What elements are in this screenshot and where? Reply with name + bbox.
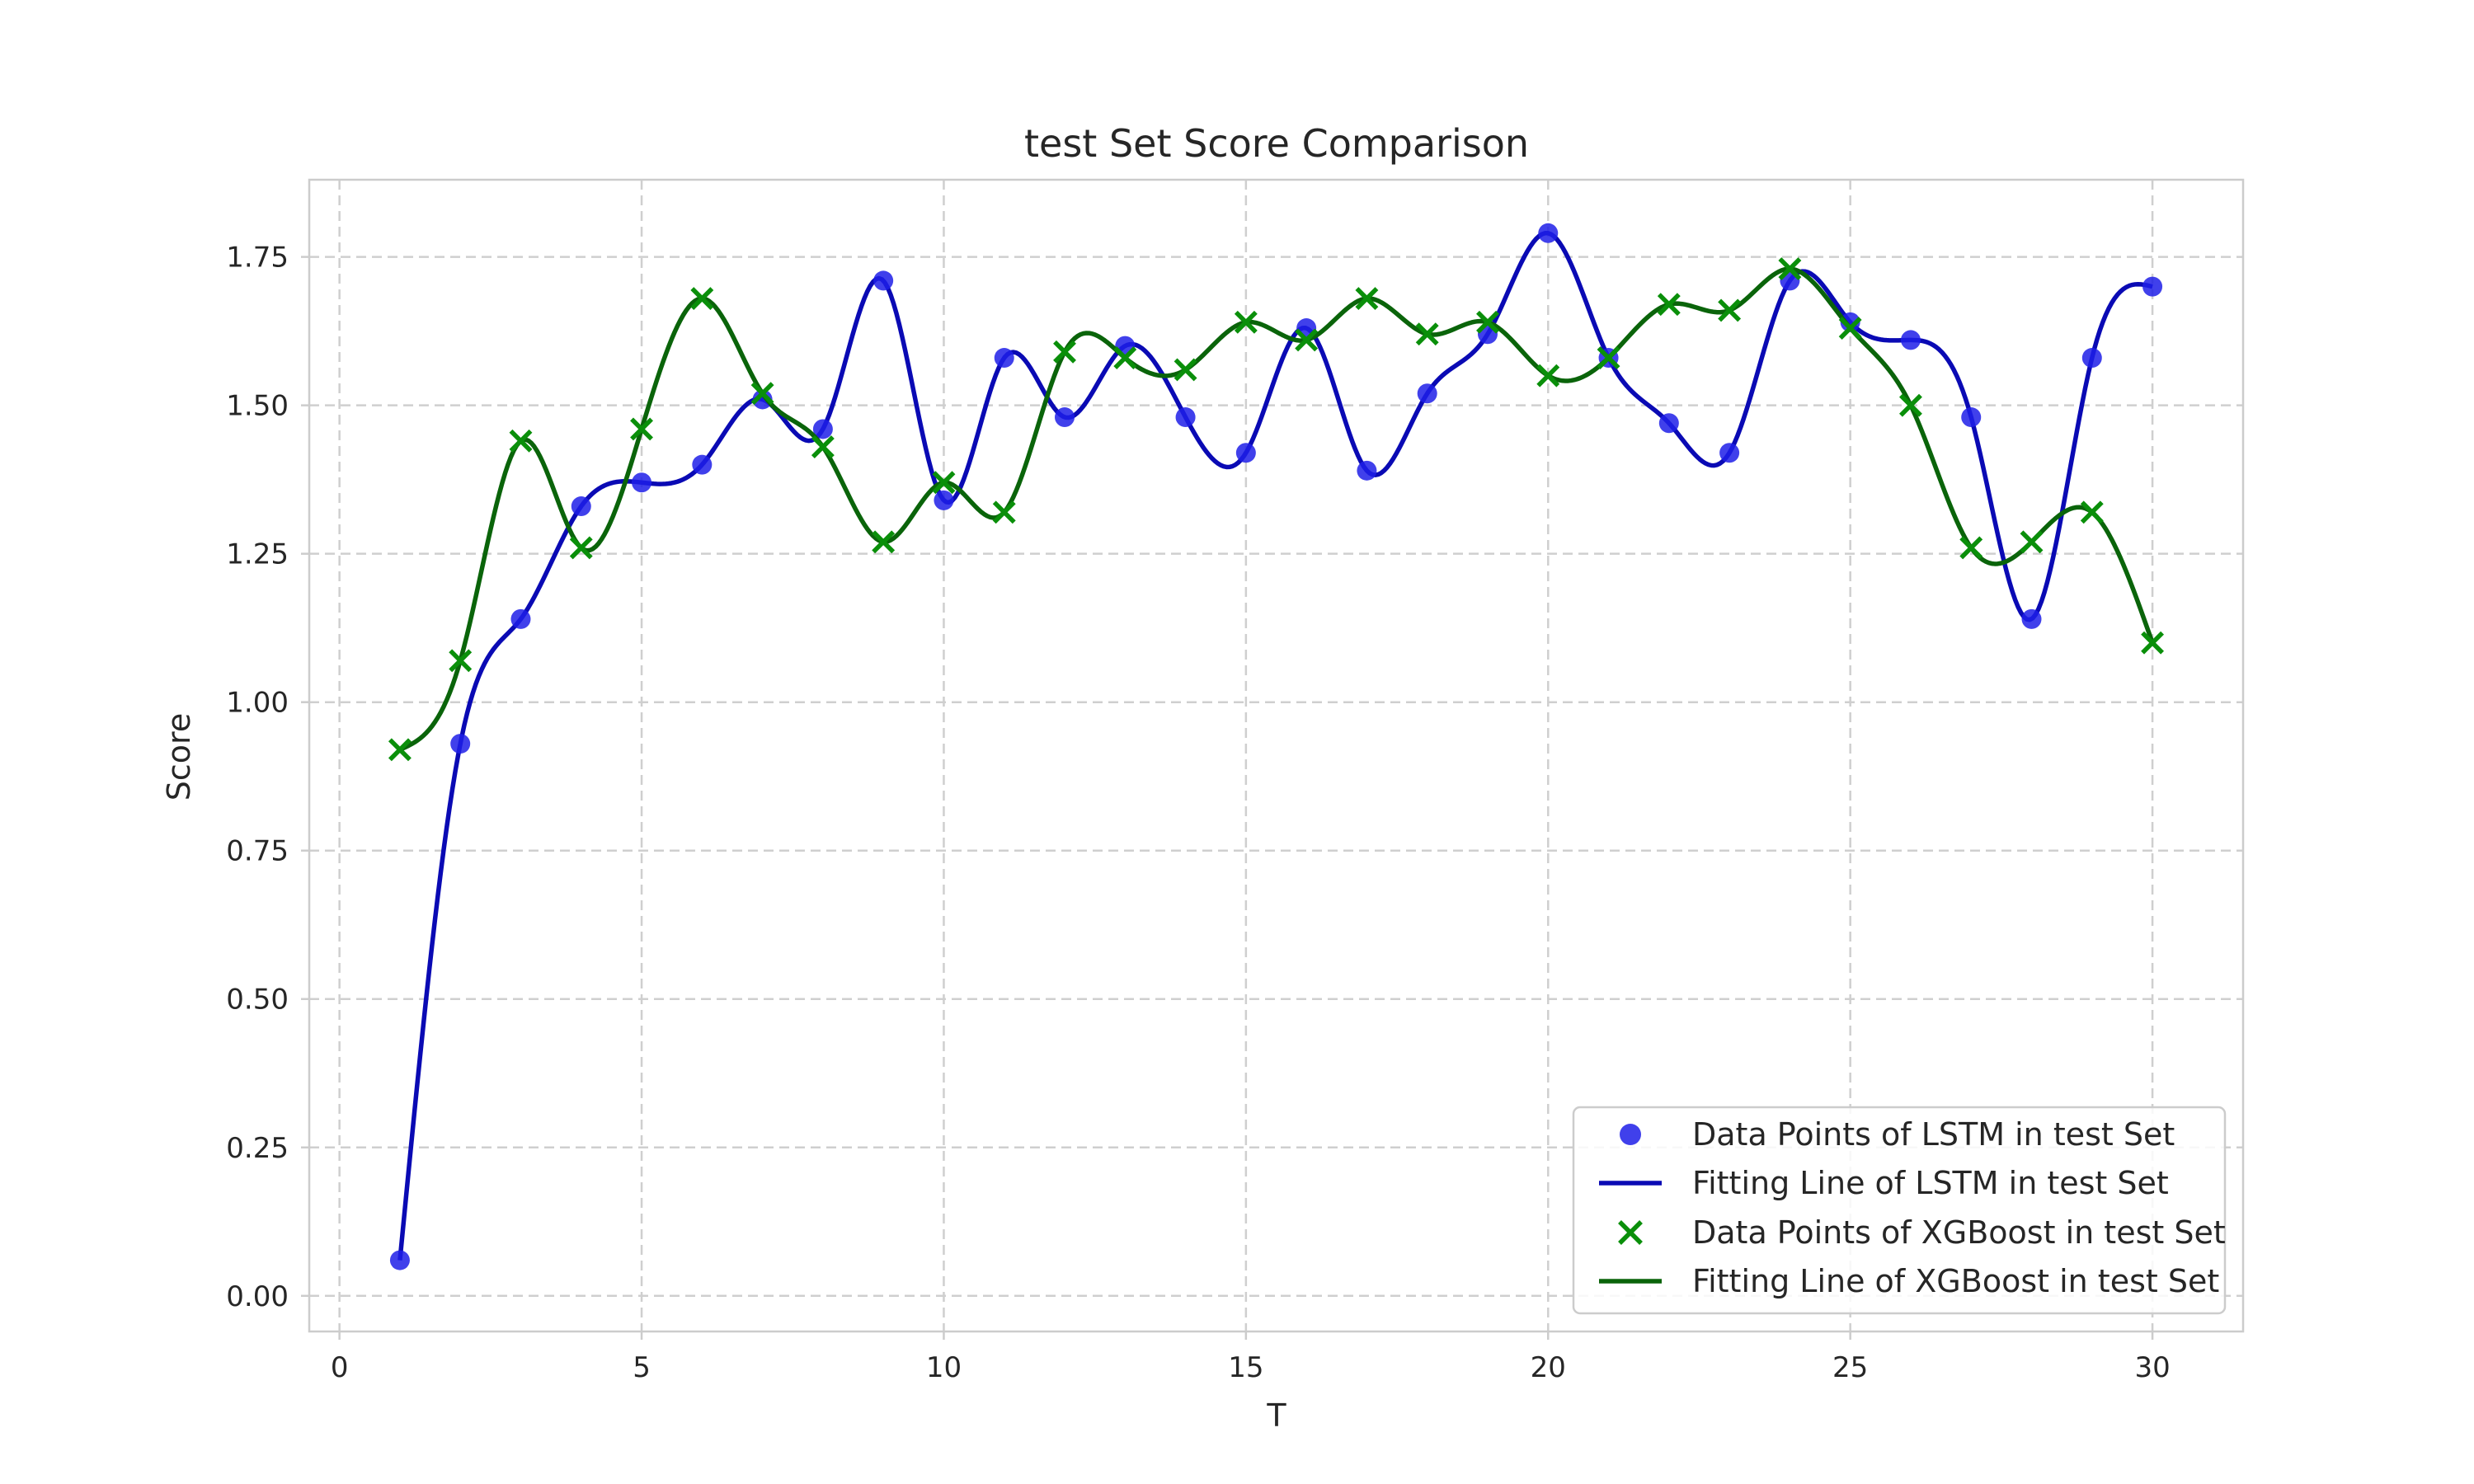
legend-x-swatch: [1618, 1220, 1643, 1245]
data-point-lstm: [1235, 443, 1256, 463]
gridlines: [309, 180, 2243, 1331]
legend-entry-line-lstm: Fitting Line of LSTM in test Set: [1599, 1165, 2169, 1201]
data-point-lstm: [2142, 276, 2163, 297]
data-point-xgboost: [1718, 298, 1742, 322]
series-xgboost: [388, 257, 2165, 762]
data-point-lstm: [1658, 413, 1679, 434]
x-tick-label: 30: [2134, 1351, 2170, 1384]
data-point-xgboost: [1174, 358, 1197, 382]
y-tick-label: 1.50: [226, 390, 289, 423]
legend-entry-points-lstm: Data Points of LSTM in test Set: [1620, 1116, 2175, 1153]
data-point-xgboost: [388, 738, 412, 762]
data-point-xgboost: [449, 649, 473, 673]
data-point-lstm: [571, 496, 591, 517]
data-point-lstm: [389, 1250, 410, 1270]
data-point-lstm: [1538, 223, 1559, 243]
legend-label: Data Points of LSTM in test Set: [1692, 1116, 2175, 1153]
data-point-lstm: [2081, 348, 2102, 369]
x-tick-label: 15: [1228, 1351, 1263, 1384]
legend-box: [1572, 1106, 2227, 1315]
data-point-lstm: [2021, 608, 2042, 629]
series-lstm: [389, 223, 2163, 1270]
data-point-xgboost: [1657, 293, 1681, 317]
data-point-xgboost: [872, 530, 896, 554]
x-tick-label: 0: [331, 1351, 349, 1384]
data-point-lstm: [812, 419, 833, 439]
data-point-xgboost: [2080, 500, 2104, 524]
data-point-lstm: [1900, 330, 1921, 350]
data-point-lstm: [994, 348, 1014, 369]
data-point-xgboost: [1536, 364, 1560, 387]
data-point-lstm: [692, 454, 713, 475]
y-axis-ticks: 0.00 0.25 0.50 0.75 1.00 1.25 1.50 1.75: [226, 242, 309, 1313]
fitting-line-lstm: [397, 230, 2153, 1261]
legend-entry-points-xgboost: Data Points of XGBoost in test Set: [1618, 1214, 2226, 1251]
data-point-lstm: [1417, 383, 1437, 404]
data-point-xgboost: [932, 471, 956, 495]
data-point-xgboost: [1838, 317, 1862, 340]
data-point-lstm: [1175, 407, 1196, 428]
data-point-xgboost: [2141, 631, 2165, 655]
data-point-xgboost: [1959, 536, 1983, 560]
data-point-xgboost: [1476, 310, 1499, 334]
y-tick-label: 0.75: [226, 835, 289, 868]
y-tick-label: 0.50: [226, 984, 289, 1017]
y-tick-label: 0.00: [226, 1280, 289, 1313]
x-axis-ticks: 0 5 10 15 20 25 30: [331, 1331, 2171, 1384]
x-tick-label: 25: [1832, 1351, 1868, 1384]
data-point-lstm: [1961, 407, 1982, 428]
y-tick-label: 1.25: [226, 538, 289, 571]
series-layer: [388, 223, 2165, 1270]
data-point-xgboost: [1355, 287, 1379, 310]
data-point-xgboost: [811, 435, 835, 458]
legend-circle-swatch: [1620, 1124, 1641, 1145]
y-tick-label: 1.75: [226, 242, 289, 275]
data-point-lstm: [1840, 312, 1860, 332]
data-point-lstm: [1719, 443, 1740, 463]
y-tick-label: 0.25: [226, 1132, 289, 1165]
data-point-xgboost: [2020, 530, 2044, 554]
data-point-lstm: [1357, 460, 1377, 481]
data-point-xgboost: [1113, 346, 1137, 369]
data-point-xgboost: [1597, 346, 1620, 369]
legend-label: Fitting Line of LSTM in test Set: [1692, 1165, 2169, 1201]
legend: Data Points of LSTM in test Set Fitting L…: [1572, 1106, 2227, 1315]
data-point-xgboost: [1295, 328, 1319, 352]
data-point-lstm: [873, 270, 894, 291]
data-point-lstm: [450, 734, 471, 754]
data-point-xgboost: [992, 500, 1016, 524]
data-point-xgboost: [1415, 322, 1439, 346]
data-point-xgboost: [630, 417, 653, 441]
data-point-xgboost: [1778, 257, 1802, 280]
plot-frame: [308, 178, 2245, 1333]
data-point-xgboost: [1899, 393, 1922, 417]
data-point-xgboost: [690, 287, 714, 310]
x-axis-label: T: [1266, 1397, 1286, 1434]
data-point-xgboost: [750, 382, 774, 406]
data-point-xgboost: [509, 429, 533, 453]
data-point-lstm: [1055, 407, 1075, 428]
x-tick-label: 10: [926, 1351, 962, 1384]
data-point-lstm: [632, 472, 652, 493]
fitting-line-xgboost: [398, 266, 2155, 752]
data-point-xgboost: [1234, 310, 1258, 334]
data-point-xgboost: [1053, 340, 1076, 364]
legend-label: Fitting Line of XGBoost in test Set: [1692, 1263, 2219, 1299]
legend-label: Data Points of XGBoost in test Set: [1692, 1214, 2226, 1251]
data-point-lstm: [510, 608, 531, 629]
y-axis-label: Score: [161, 713, 197, 801]
x-tick-label: 5: [633, 1351, 651, 1384]
x-tick-label: 20: [1531, 1351, 1566, 1384]
data-point-lstm: [934, 490, 954, 510]
data-point-xgboost: [569, 536, 593, 560]
data-point-lstm: [752, 389, 773, 410]
legend-entry-line-xgboost: Fitting Line of XGBoost in test Set: [1599, 1263, 2219, 1299]
y-tick-label: 1.00: [226, 687, 289, 720]
chart-title: test Set Score Comparison: [1024, 121, 1529, 166]
